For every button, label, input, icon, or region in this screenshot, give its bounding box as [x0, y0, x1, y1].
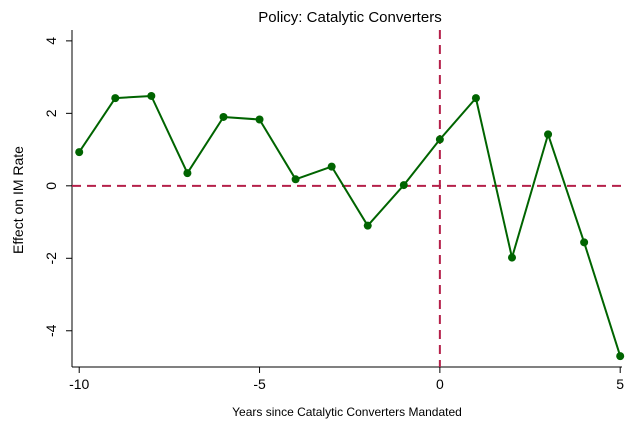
y-axis-label: Effect on IM Rate	[10, 146, 26, 254]
data-point	[399, 181, 408, 190]
data-point	[544, 130, 553, 139]
y-tick-label: -4	[43, 324, 59, 337]
chart-title: Policy: Catalytic Converters	[258, 9, 441, 26]
data-point	[75, 148, 84, 157]
data-point	[616, 352, 625, 361]
x-tick-label: 5	[616, 376, 624, 392]
data-point	[147, 91, 156, 100]
y-tick-label: 2	[43, 109, 59, 117]
x-axis-label: Years since Catalytic Converters Mandate…	[232, 405, 462, 419]
series-line	[78, 95, 622, 357]
data-point	[508, 253, 516, 262]
x-tick-label: 0	[436, 376, 444, 392]
series-layer	[75, 91, 625, 361]
plot-area	[71, 30, 622, 368]
data-point	[219, 112, 228, 121]
x-tick-label: -5	[253, 376, 266, 392]
data-point	[363, 221, 372, 230]
data-point	[580, 238, 589, 247]
y-tick-label: 0	[43, 182, 59, 190]
data-point	[435, 135, 444, 144]
x-tick-label: -10	[69, 376, 89, 392]
data-point	[471, 94, 480, 103]
data-point	[183, 169, 192, 178]
y-tick-label: 4	[43, 37, 59, 45]
y-tick-label: -2	[43, 252, 59, 265]
data-point	[111, 94, 120, 103]
x-ticks: -10 -5 0 5	[69, 367, 624, 392]
data-point	[327, 162, 336, 171]
data-point	[255, 115, 264, 124]
data-point	[291, 175, 300, 184]
reference-lines	[72, 30, 622, 367]
y-ticks: -4 -2 0 2 4	[43, 37, 72, 337]
